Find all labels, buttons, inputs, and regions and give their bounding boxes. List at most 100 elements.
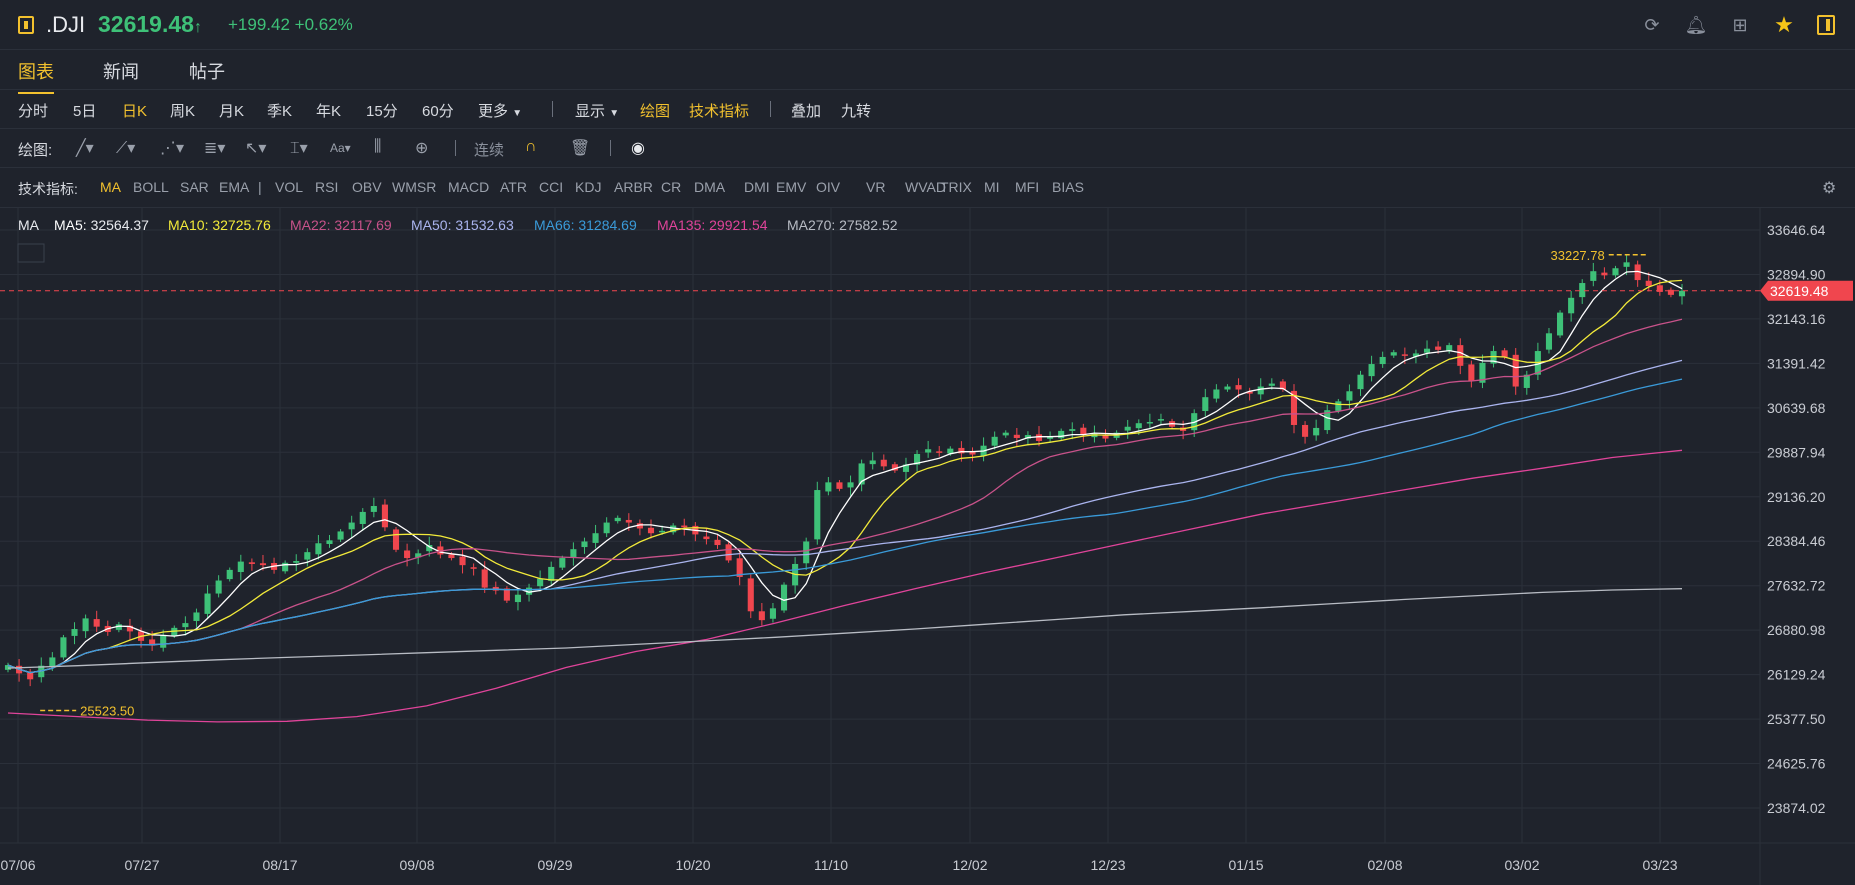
indicator-toolbar: 技术指标: ⚙ MA BOLL SAR EMA | VOL RSI OBV WMSR MACD AT… [0,168,1855,208]
candle-down [636,523,643,529]
tab-news[interactable]: 新闻 [103,62,139,82]
period-toolbar: 分时 5日 日K 周K 月K 季K 年K 15分 60分 更多 ▼ 显示 ▼ 绘… [0,90,1855,129]
candle-up [1423,348,1431,353]
candle-up [337,531,344,540]
indicator-sub-cr[interactable]: CR [661,179,682,195]
trash-icon[interactable]: 🗑︎ [570,140,591,157]
x-tick-label: 03/23 [1642,857,1677,873]
period-monthly[interactable]: 月K [219,103,245,120]
period-15min[interactable]: 15分 [366,103,398,120]
indicator-sub-arbr[interactable]: ARBR [614,179,653,195]
candle-down [1501,350,1508,357]
period-5d[interactable]: 5日 [73,103,97,120]
candle-up [1678,290,1686,297]
candle-up [293,561,300,563]
collapse-legend-icon[interactable] [17,243,45,263]
candle-up [803,541,810,564]
eye-icon[interactable]: ◉ [631,140,645,157]
indicator-sub-cci[interactable]: CCI [539,179,564,195]
indicator-sub-dmi[interactable]: DMI [744,179,770,195]
y-tick-label: 25377.50 [1767,711,1826,727]
channel-tool-icon[interactable]: ⋰▾ [160,140,185,157]
period-daily[interactable]: 日K [122,103,148,120]
indicator-sub-vol[interactable]: VOL [275,179,304,195]
period-60min[interactable]: 60分 [422,103,454,120]
indicator-sub-wvad[interactable]: WVAD [905,179,946,195]
overlay-button[interactable]: 叠加 [791,103,822,120]
candle-up [902,464,910,472]
indicator-sub-atr[interactable]: ATR [500,179,527,195]
indicator-sub-mfi[interactable]: MFI [1015,179,1040,195]
indicator-sub-emv[interactable]: EMV [776,179,807,195]
x-tick-label: 09/08 [399,857,434,873]
candle-down [1468,364,1475,381]
magnet-icon[interactable]: ∩ [525,138,537,155]
y-tick-label: 29136.20 [1767,489,1826,505]
candle-up [1213,389,1220,399]
period-timeshare[interactable]: 分时 [18,103,49,120]
line-tool-icon[interactable]: ╱▾ [76,140,94,157]
period-weekly[interactable]: 周K [170,103,196,120]
candle-up [991,436,998,446]
tab-chart[interactable]: 图表 [18,58,54,94]
zoom-icon[interactable]: ⊕ [415,140,429,157]
refresh-icon[interactable]: ⟳ [1644,14,1660,35]
candlestick-chart[interactable]: 33646.64 32894.90 32143.16 31391.42 30639.68… [0,208,1855,885]
nine-turn-button[interactable]: 九转 [841,103,872,120]
indicator-sub-obv[interactable]: OBV [352,179,382,195]
candle-up [525,587,533,595]
candle-up [769,608,776,619]
settings-icon[interactable]: ⚙ [1822,180,1837,197]
candle-down [381,504,388,528]
price-chart[interactable]: 33646.64 32894.90 32143.16 31391.42 30639.68… [0,208,1855,885]
indicator-sub-oiv[interactable]: OIV [816,179,841,195]
display-menu[interactable]: 显示 ▼ [575,103,620,120]
indicator-sub-trix[interactable]: TRIX [940,179,972,195]
indicator-main-ma[interactable]: MA [100,179,121,195]
candle-up [1313,427,1320,436]
indicators-toggle[interactable]: 技术指标 [689,103,750,120]
indicator-sub-mi[interactable]: MI [984,179,1000,195]
indicator-main-sar[interactable]: SAR [180,179,209,195]
indicator-sub-vr[interactable]: VR [866,179,886,195]
ma270-line [7,588,1683,669]
candle-tool-icon[interactable]: ⫼ [374,138,382,155]
indicator-main-ema[interactable]: EMA [219,179,250,195]
indicator-sub-dma[interactable]: DMA [694,179,726,195]
candle-up [1058,430,1065,439]
panel-icon[interactable] [1817,15,1835,35]
candle-up [825,482,832,492]
continuous-toggle[interactable]: 连续 [474,142,505,159]
bell-icon[interactable]: 🔔︎ [1684,14,1708,35]
measure-tool-icon[interactable]: ⌶▾ [290,140,308,157]
candle-down [1435,346,1442,350]
indicator-sub-macd[interactable]: MACD [448,179,490,195]
indicator-main-boll[interactable]: BOLL [133,179,169,195]
indicator-sub-rsi[interactable]: RSI [315,179,339,195]
grid-icon[interactable]: ⊞ [1732,14,1748,35]
candle-down [126,625,133,632]
indicator-sub-kdj[interactable]: KDJ [575,179,602,195]
text-tool-icon[interactable]: Aa▾ [330,141,351,155]
indicator-sub-wmsr[interactable]: WMSR [392,179,437,195]
candle-up [869,460,876,465]
period-more[interactable]: 更多 ▼ [478,103,523,120]
candle-up [1024,435,1031,439]
candle-up [603,522,610,534]
ma66-line [7,378,1683,674]
indicator-sub-bias[interactable]: BIAS [1052,179,1084,195]
last-price: 32619.48↑ [98,11,202,37]
polyline-tool-icon[interactable]: ⟋▾ [116,140,136,157]
caret-down-icon: ▼ [609,108,620,119]
x-tick-label: 07/27 [124,857,159,873]
fib-tool-icon[interactable]: ≣▾ [204,140,226,157]
tab-posts[interactable]: 帖子 [189,62,225,82]
period-quarterly[interactable]: 季K [267,103,293,120]
draw-toggle[interactable]: 绘图 [640,103,671,120]
candle-up [426,545,433,552]
candle-up [925,449,932,453]
star-icon[interactable]: ★ [1774,12,1794,37]
period-yearly[interactable]: 年K [316,103,342,120]
top-bar: .DJI 32619.48↑ +199.42 +0.62% ⟳ 🔔︎ ⊞ ★ [0,0,1855,50]
arrow-tool-icon[interactable]: ↖▾ [245,140,267,157]
